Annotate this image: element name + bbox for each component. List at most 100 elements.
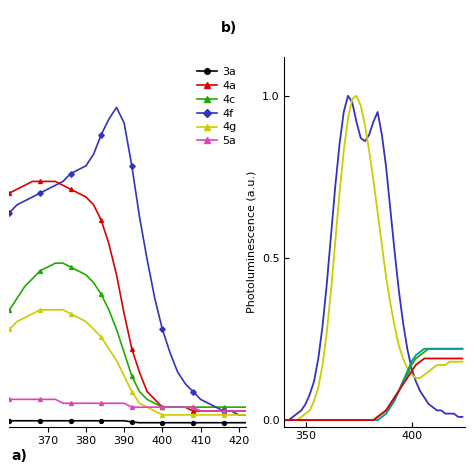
5a (129, 404, 135, 410)
4g (160, 412, 165, 418)
4c (60, 260, 66, 266)
Text: b): b) (221, 21, 237, 35)
4f (68, 171, 73, 176)
3a (121, 418, 127, 424)
4g (68, 311, 73, 317)
4c (244, 404, 249, 410)
4g (175, 412, 181, 418)
4c (83, 272, 89, 278)
4g (213, 412, 219, 418)
4a (91, 202, 96, 208)
3a (144, 420, 150, 426)
4g (228, 412, 234, 418)
Y-axis label: Photoluminescence (a.u.): Photoluminescence (a.u.) (246, 171, 256, 313)
3a (190, 420, 196, 426)
4a (221, 408, 227, 414)
4a (175, 404, 181, 410)
5a (198, 408, 203, 414)
4a (236, 408, 242, 414)
5a (167, 404, 173, 410)
4c (68, 264, 73, 270)
5a (22, 397, 27, 402)
4f (236, 412, 242, 418)
5a (221, 408, 227, 414)
4g (22, 315, 27, 320)
3a (99, 418, 104, 424)
3a (213, 420, 219, 426)
3a (175, 420, 181, 426)
4a (228, 408, 234, 414)
4f (121, 120, 127, 126)
3a (83, 418, 89, 424)
4f (99, 132, 104, 137)
4c (236, 404, 242, 410)
4f (7, 210, 12, 215)
4g (221, 412, 227, 418)
5a (175, 404, 181, 410)
4f (205, 401, 211, 406)
3a (160, 420, 165, 426)
4a (75, 190, 81, 196)
4g (91, 327, 96, 332)
4g (236, 412, 242, 418)
4g (75, 315, 81, 320)
4g (205, 412, 211, 418)
3a (60, 418, 66, 424)
5a (228, 408, 234, 414)
5a (244, 408, 249, 414)
4g (167, 412, 173, 418)
3a (152, 420, 157, 426)
Line: 4f: 4f (8, 106, 248, 417)
4a (7, 190, 12, 196)
3a (182, 420, 188, 426)
4g (198, 412, 203, 418)
3a (14, 418, 20, 424)
4c (221, 404, 227, 410)
4c (129, 373, 135, 379)
4c (144, 397, 150, 402)
5a (114, 401, 119, 406)
3a (236, 420, 242, 426)
5a (29, 397, 35, 402)
4a (167, 404, 173, 410)
4f (144, 256, 150, 262)
4a (114, 272, 119, 278)
4a (137, 369, 142, 375)
3a (29, 418, 35, 424)
4g (114, 357, 119, 363)
4a (37, 179, 43, 184)
4f (83, 163, 89, 169)
3a (106, 418, 112, 424)
Line: 4c: 4c (8, 261, 248, 409)
4f (152, 295, 157, 301)
4f (60, 179, 66, 184)
4a (45, 179, 51, 184)
4c (22, 283, 27, 289)
4g (182, 412, 188, 418)
4c (198, 404, 203, 410)
5a (60, 401, 66, 406)
4f (213, 404, 219, 410)
4f (14, 202, 20, 208)
4f (53, 182, 58, 188)
Line: 5a: 5a (8, 397, 248, 413)
4g (99, 334, 104, 340)
4f (91, 151, 96, 157)
5a (121, 401, 127, 406)
4g (7, 327, 12, 332)
3a (53, 418, 58, 424)
4g (37, 307, 43, 313)
4g (121, 373, 127, 379)
4c (99, 292, 104, 297)
4g (60, 307, 66, 313)
5a (137, 404, 142, 410)
4g (106, 346, 112, 352)
4a (106, 241, 112, 246)
5a (236, 408, 242, 414)
3a (91, 418, 96, 424)
4a (29, 179, 35, 184)
4c (205, 404, 211, 410)
5a (205, 408, 211, 414)
4a (198, 408, 203, 414)
3a (68, 418, 73, 424)
